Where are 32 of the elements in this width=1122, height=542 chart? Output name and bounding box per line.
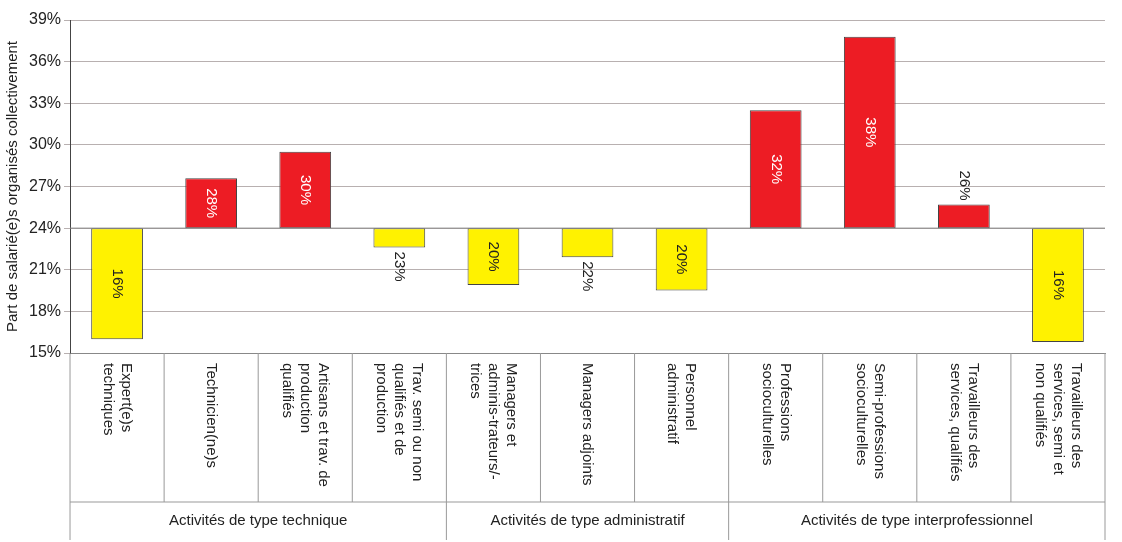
text: Activités de type technique [168,511,348,529]
y-tick-label: 39% [28,10,62,28]
text: Activités de type interprofessionnel [800,511,1033,529]
y-tick-label: 18% [28,301,62,319]
data-label: 38% [862,117,880,148]
data-label: 16% [109,268,127,299]
text: Activités de type administratif [490,511,686,529]
y-tick-label: 36% [28,52,62,70]
data-label: 20% [674,244,692,275]
x-tick-label: Technicien(ne)s [204,363,222,469]
x-tick-label: Travailleurs des services, semi et non qualifiés [1032,363,1086,476]
x-tick-label: Managers adjoints [580,363,598,486]
x-tick-label: Expert(e)s techniques [100,363,136,436]
y-tick-label: 21% [28,260,62,278]
y-tick-label: 30% [28,135,62,153]
data-label: 28% [204,188,222,219]
y-tick-label: 33% [28,93,62,111]
x-tick-label: Artisans et trav. de production qualifiés [280,363,334,487]
y-axis-title: Part de salarié(e)s organisés collectivement [3,40,21,332]
data-label: 23% [392,251,410,282]
data-label: 20% [486,241,504,272]
x-tick-label: Trav. semi ou non qualifiés et de production [374,363,428,482]
x-tick-label: Personnel administratif [665,363,701,445]
y-tick-label: 24% [28,218,62,236]
data-label: 32% [768,154,786,185]
data-label: 22% [580,261,598,292]
data-label: 26% [956,170,974,201]
y-tick-label: 15% [28,343,62,361]
data-label: 30% [298,174,316,205]
y-tick-label: 27% [28,176,62,194]
data-label: 16% [1050,270,1068,301]
x-tick-label: Managers et adminis-trateurs/-trices [468,363,522,480]
